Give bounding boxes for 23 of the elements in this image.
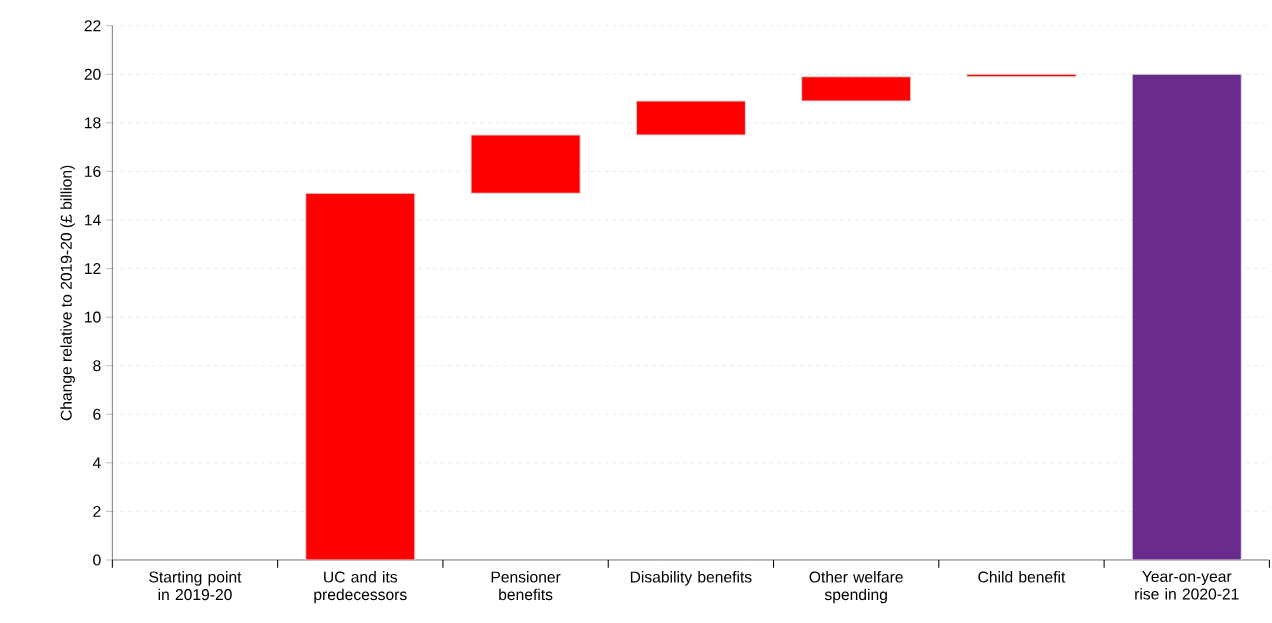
y-tick-label: 4 [92, 457, 101, 469]
bar [470, 134, 581, 195]
y-tick-label: 20 [84, 69, 101, 81]
y-tick-label: 0 [93, 554, 101, 566]
x-tick-label: UC and its predecessors [314, 571, 407, 604]
x-tick-label: Other welfare spending [809, 571, 903, 604]
x-tick-label: Child benefit [978, 571, 1066, 583]
y-tick-label: 10 [85, 311, 101, 323]
y-tick-label: 2 [93, 506, 101, 518]
y-axis-title: Change relative to 2019-20 (£ billion) [60, 165, 75, 421]
x-tick-label: Year-on-year rise in 2020-21 [1135, 571, 1239, 600]
y-tick-label: 12 [85, 263, 101, 275]
y-tick-label: 16 [85, 166, 101, 178]
y-tick-label: 6 [93, 408, 101, 421]
x-tick-label: Pensioner benefits [491, 571, 561, 601]
y-tick-label: 22 [84, 20, 101, 32]
bar [635, 100, 746, 136]
bar [801, 76, 912, 102]
y-tick-label: 18 [85, 117, 101, 129]
y-tick-label: 14 [85, 214, 101, 226]
x-tick-label: Disability benefits [630, 571, 752, 586]
y-tick-label: 8 [93, 360, 101, 372]
x-tick-label: Starting point in 2019-20 [149, 571, 242, 601]
